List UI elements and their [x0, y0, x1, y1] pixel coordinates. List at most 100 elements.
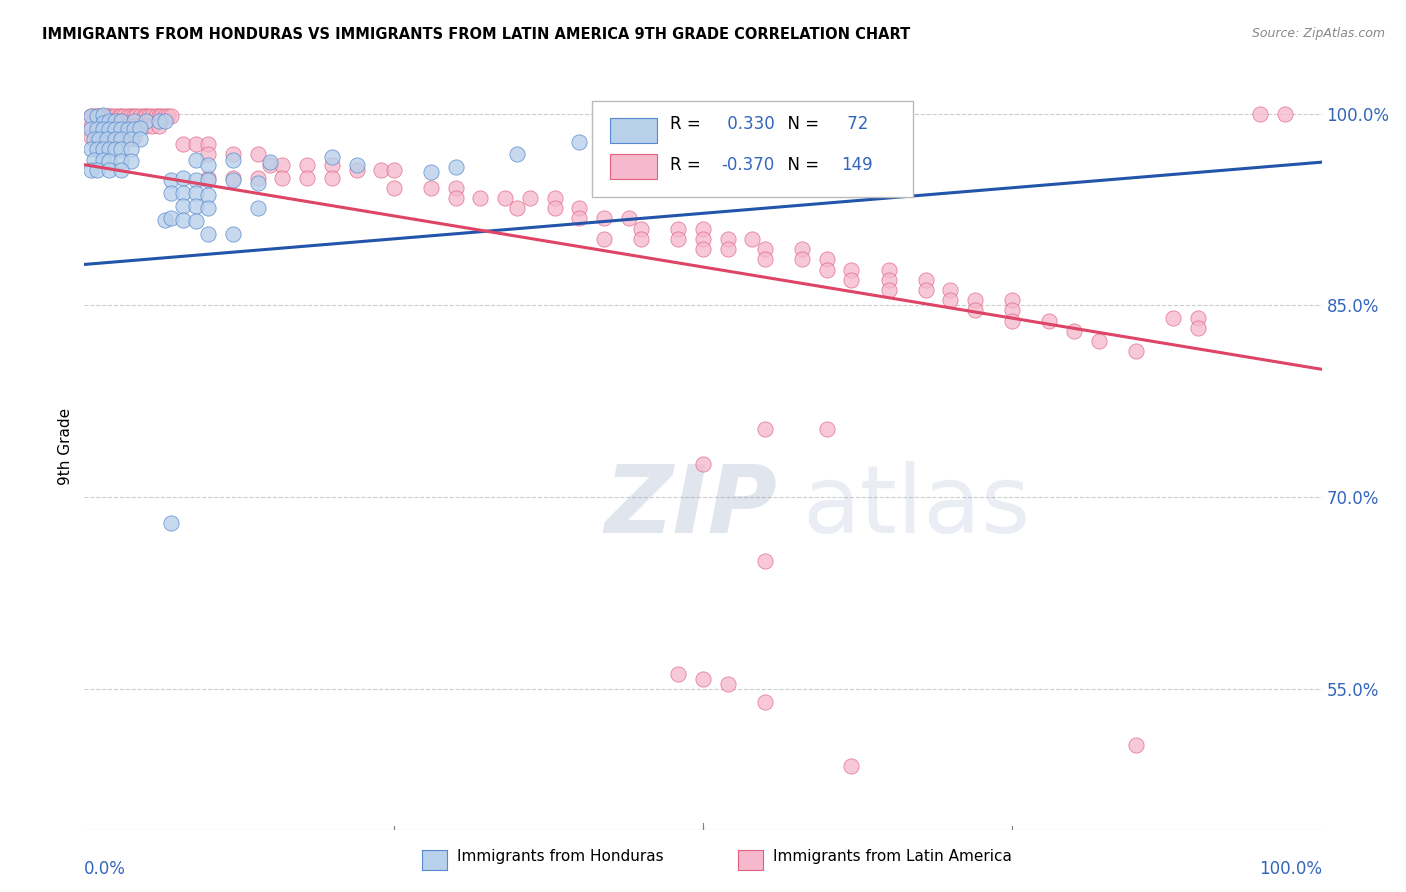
- Point: [506, 201, 529, 215]
- Text: Immigrants from Latin America: Immigrants from Latin America: [773, 849, 1012, 863]
- Text: ZIP: ZIP: [605, 461, 778, 553]
- Point: [197, 147, 219, 161]
- Point: [98, 114, 121, 128]
- Point: [184, 199, 207, 213]
- Point: [246, 176, 269, 190]
- Point: [110, 109, 132, 123]
- Point: [321, 150, 343, 164]
- Point: [1001, 314, 1024, 328]
- Text: IMMIGRANTS FROM HONDURAS VS IMMIGRANTS FROM LATIN AMERICA 9TH GRADE CORRELATION : IMMIGRANTS FROM HONDURAS VS IMMIGRANTS F…: [42, 27, 911, 42]
- Point: [104, 122, 127, 136]
- Point: [117, 120, 139, 134]
- Point: [939, 293, 962, 308]
- Text: Source: ZipAtlas.com: Source: ZipAtlas.com: [1251, 27, 1385, 40]
- Point: [1125, 344, 1147, 359]
- Text: N =: N =: [778, 156, 824, 174]
- Point: [83, 132, 105, 146]
- Point: [91, 153, 114, 167]
- Point: [104, 142, 127, 156]
- Point: [321, 170, 343, 185]
- Point: [197, 173, 219, 187]
- Point: [150, 109, 173, 123]
- Point: [444, 180, 467, 194]
- Point: [939, 283, 962, 297]
- Point: [593, 211, 616, 226]
- Point: [692, 672, 714, 686]
- Point: [754, 554, 776, 568]
- Point: [96, 109, 118, 123]
- Point: [172, 199, 194, 213]
- Point: [506, 147, 529, 161]
- Point: [1249, 106, 1271, 120]
- Point: [197, 227, 219, 241]
- FancyBboxPatch shape: [610, 154, 657, 179]
- Point: [120, 142, 142, 156]
- Point: [222, 173, 245, 187]
- Point: [117, 109, 139, 123]
- Point: [815, 252, 838, 267]
- Point: [135, 109, 157, 123]
- Point: [717, 677, 740, 691]
- Point: [79, 122, 101, 136]
- Point: [91, 120, 114, 134]
- Point: [172, 170, 194, 185]
- Point: [86, 120, 108, 134]
- Point: [104, 120, 127, 134]
- Point: [91, 122, 114, 136]
- Point: [135, 120, 157, 134]
- Point: [246, 201, 269, 215]
- Point: [96, 132, 118, 146]
- Point: [122, 109, 145, 123]
- Point: [108, 109, 131, 123]
- Point: [222, 170, 245, 185]
- Point: [197, 170, 219, 185]
- Point: [1187, 311, 1209, 326]
- Point: [271, 158, 294, 172]
- Text: N =: N =: [778, 115, 824, 133]
- Point: [98, 122, 121, 136]
- Point: [815, 262, 838, 277]
- Point: [98, 153, 121, 168]
- Point: [841, 273, 863, 287]
- Point: [79, 142, 101, 156]
- Point: [172, 186, 194, 200]
- Point: [79, 162, 101, 177]
- Point: [741, 232, 763, 246]
- Point: [1187, 321, 1209, 335]
- Point: [965, 293, 987, 308]
- Point: [754, 422, 776, 436]
- Point: [160, 186, 183, 200]
- Point: [1088, 334, 1111, 348]
- Point: [494, 191, 516, 205]
- Point: [160, 109, 183, 123]
- Point: [157, 109, 180, 123]
- Point: [666, 232, 689, 246]
- Point: [914, 273, 936, 287]
- Point: [91, 109, 114, 123]
- Point: [110, 114, 132, 128]
- Point: [129, 132, 152, 146]
- Point: [91, 129, 114, 144]
- Point: [593, 232, 616, 246]
- Point: [110, 122, 132, 136]
- Text: 149: 149: [842, 156, 873, 174]
- Point: [86, 162, 108, 177]
- Point: [419, 165, 441, 179]
- Point: [630, 232, 652, 246]
- Point: [321, 158, 343, 172]
- Point: [98, 120, 121, 134]
- Point: [754, 252, 776, 267]
- Point: [965, 303, 987, 318]
- Point: [543, 201, 565, 215]
- Text: 0.330: 0.330: [721, 115, 775, 133]
- Point: [110, 153, 132, 168]
- Point: [717, 232, 740, 246]
- Point: [259, 158, 281, 172]
- Point: [295, 170, 318, 185]
- Point: [110, 162, 132, 177]
- Point: [98, 162, 121, 177]
- Point: [120, 109, 142, 123]
- Point: [692, 221, 714, 235]
- Point: [877, 273, 900, 287]
- Point: [83, 109, 105, 123]
